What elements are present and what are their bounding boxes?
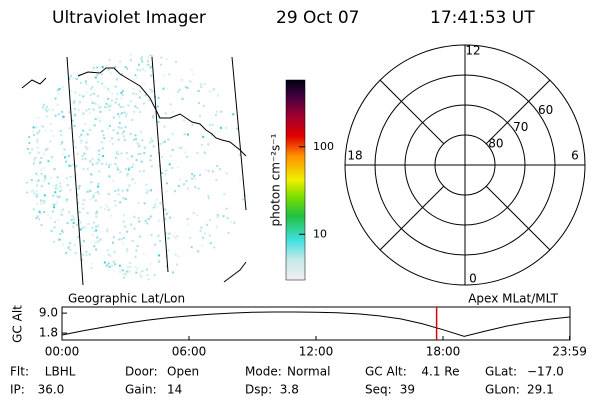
lat-label: 60 — [538, 103, 553, 117]
lat-ring — [404, 104, 526, 226]
diagonal — [485, 185, 551, 251]
map-overlay — [21, 56, 247, 286]
diagonal — [379, 185, 445, 251]
status-value: 14 — [167, 383, 182, 397]
x-tick-label: 00:00 — [45, 345, 80, 359]
status-label: Flt: — [10, 365, 29, 379]
x-tick-label: 23:59 — [552, 345, 587, 359]
status-label: IP: — [10, 383, 25, 397]
lat-label: 80 — [488, 137, 503, 151]
y-tick-label: 9.0 — [39, 306, 58, 320]
date: 29 Oct 07 — [276, 8, 359, 28]
status-value: −17.0 — [527, 365, 564, 379]
status-value: Normal — [287, 365, 330, 379]
x-tick-label: 12:00 — [299, 345, 334, 359]
uv-image — [25, 53, 246, 281]
colorbar-tick-label: 100 — [313, 140, 334, 153]
status-value: 3.8 — [280, 383, 299, 397]
lat-ring — [434, 134, 496, 196]
colorbar-ticks: 10 100 — [299, 140, 334, 240]
status-value: 36.0 — [38, 383, 65, 397]
status-label: GLat: — [485, 365, 517, 379]
colorbar-label: photon cm⁻²s⁻¹ — [269, 133, 283, 226]
time: 17:41:53 UT — [430, 8, 535, 28]
status-label: Door: — [125, 365, 158, 379]
colorbar-tick-label: 10 — [313, 227, 327, 240]
status-value: 39 — [400, 383, 415, 397]
x-tick-label: 18:00 — [426, 345, 461, 359]
altitude-line — [61, 311, 570, 337]
status-label: Mode: — [245, 365, 282, 379]
status-value: 29.1 — [527, 383, 554, 397]
mlt-label: 18 — [347, 149, 362, 163]
status-value: 4.1 Re — [421, 365, 459, 379]
diagonal — [379, 79, 445, 145]
status-label: Gain: — [125, 383, 157, 397]
lat-label: 70 — [513, 120, 528, 134]
title: Ultraviolet Imager — [52, 8, 206, 28]
x-tick-label: 06:00 — [172, 345, 207, 359]
mlt-label: 0 — [469, 272, 477, 286]
timeline-right-title: Apex MLat/MLT — [468, 292, 558, 306]
status-value: Open — [167, 365, 199, 379]
colorbar — [285, 79, 306, 281]
lat-ring — [374, 74, 556, 256]
status-label: GC Alt: — [365, 365, 407, 379]
status-panel: Flt: LBHL IP: 36.0 Door: Open Gain: 14 Mode: Norm… — [10, 365, 564, 397]
mlt-label: 12 — [465, 44, 480, 58]
status-label: Dsp: — [245, 383, 272, 397]
status-value: LBHL — [45, 365, 76, 379]
status-label: Seq: — [365, 383, 392, 397]
diagonal — [485, 79, 551, 145]
timeline-left-title: Geographic Lat/Lon — [68, 292, 185, 306]
mlt-label: 6 — [571, 149, 579, 163]
y-tick-label: 1.8 — [39, 326, 58, 340]
status-label: GLon: — [485, 383, 520, 397]
y-axis-label: GC Alt — [11, 305, 25, 343]
timeline: Geographic Lat/Lon Apex MLat/MLT GC Alt 9.0… — [11, 292, 587, 359]
